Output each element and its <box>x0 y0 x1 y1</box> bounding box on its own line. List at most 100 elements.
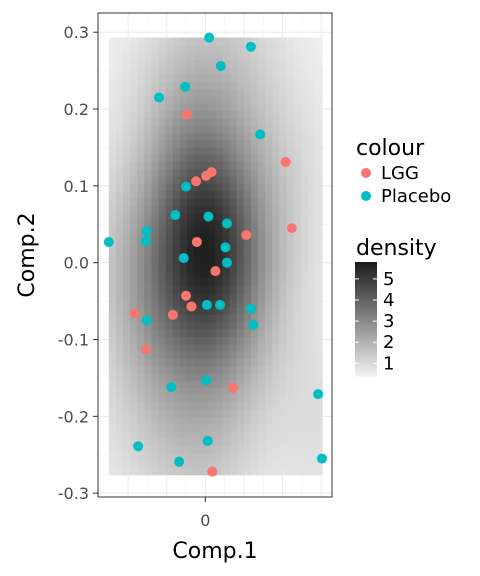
density-tile <box>258 205 266 214</box>
density-tile <box>307 263 316 272</box>
density-tile <box>265 372 273 381</box>
density-tile <box>165 37 174 46</box>
density-tile <box>108 132 117 141</box>
density-tile <box>144 176 153 184</box>
density-tile <box>229 365 238 374</box>
density-tile <box>194 154 202 163</box>
density-tile <box>165 423 174 432</box>
density-tile <box>194 409 202 418</box>
density-tile <box>293 227 302 235</box>
density-tile <box>258 219 266 228</box>
density-tile <box>172 176 181 184</box>
density-tile <box>108 452 117 461</box>
point-placebo <box>245 303 256 314</box>
point-lgg <box>186 301 197 312</box>
density-tile <box>258 343 266 352</box>
density-tile <box>272 307 280 316</box>
colourbar-segment <box>355 366 377 369</box>
density-tile <box>236 66 245 75</box>
density-tile <box>186 81 195 90</box>
density-tile <box>194 321 202 330</box>
density-tile <box>300 416 309 425</box>
density-tile <box>250 256 259 265</box>
colourbar-segment <box>355 305 377 309</box>
density-tile <box>179 431 188 439</box>
density-tile <box>137 227 145 235</box>
density-tile <box>215 329 224 337</box>
density-tile <box>115 467 124 476</box>
point-lgg <box>181 290 192 301</box>
density-tile <box>144 358 153 367</box>
density-tile <box>123 350 131 359</box>
density-tile <box>194 387 202 396</box>
y-tick-label: -0.1 <box>58 331 89 350</box>
density-tile <box>115 234 124 243</box>
density-tile <box>201 37 209 46</box>
density-tile <box>172 241 181 250</box>
point-placebo <box>141 226 152 237</box>
density-tile <box>307 95 316 104</box>
density-tile <box>194 117 202 126</box>
density-tile <box>314 307 323 316</box>
density-tile <box>314 358 323 367</box>
density-tile <box>158 350 167 359</box>
density-tile <box>130 234 138 243</box>
density-tile <box>272 401 280 410</box>
density-tile <box>151 197 160 206</box>
density-tile <box>279 66 288 75</box>
density-tile <box>172 227 181 235</box>
density-tile <box>215 409 224 418</box>
density-tile <box>272 256 280 265</box>
density-tile <box>250 248 259 257</box>
density-tile <box>286 146 295 155</box>
density-tile <box>307 132 316 141</box>
density-tile <box>258 241 266 250</box>
density-tile <box>115 212 124 221</box>
density-tile <box>265 445 273 454</box>
density-tile <box>215 161 224 170</box>
density-tile <box>179 394 188 403</box>
density-tile <box>137 329 145 337</box>
density-tile <box>258 139 266 148</box>
density-tile <box>201 336 209 345</box>
density-tile <box>293 365 302 374</box>
density-tile <box>158 278 167 286</box>
density-tile <box>215 285 224 294</box>
density-tile <box>165 227 174 235</box>
density-tile <box>130 467 138 476</box>
density-tile <box>172 380 181 388</box>
density-tile <box>236 336 245 345</box>
density-tile <box>108 241 117 250</box>
density-tile <box>265 52 273 61</box>
density-tile <box>229 132 238 141</box>
density-tile <box>123 95 131 104</box>
density-tile <box>123 52 131 61</box>
density-tile <box>186 139 195 148</box>
density-tile <box>179 44 188 53</box>
density-tile <box>130 365 138 374</box>
density-tile <box>115 285 124 294</box>
density-tile <box>222 117 231 126</box>
density-tile <box>243 197 252 206</box>
density-tile <box>286 292 295 301</box>
density-tile <box>236 314 245 323</box>
density-tile <box>307 110 316 119</box>
density-tile <box>279 409 288 418</box>
density-tile <box>300 88 309 97</box>
density-tile <box>250 460 259 469</box>
density-tile <box>307 387 316 396</box>
density-tile <box>272 161 280 170</box>
density-tile <box>314 88 323 97</box>
density-tile <box>286 110 295 119</box>
density-tile <box>279 125 288 133</box>
density-tile <box>300 234 309 243</box>
density-tile <box>307 423 316 432</box>
density-tile <box>158 270 167 279</box>
density-tile <box>243 219 252 228</box>
density-tile <box>279 387 288 396</box>
density-tile <box>215 139 224 148</box>
density-tile <box>201 329 209 337</box>
density-tile <box>137 154 145 163</box>
density-tile <box>307 438 316 447</box>
density-tile <box>179 416 188 425</box>
